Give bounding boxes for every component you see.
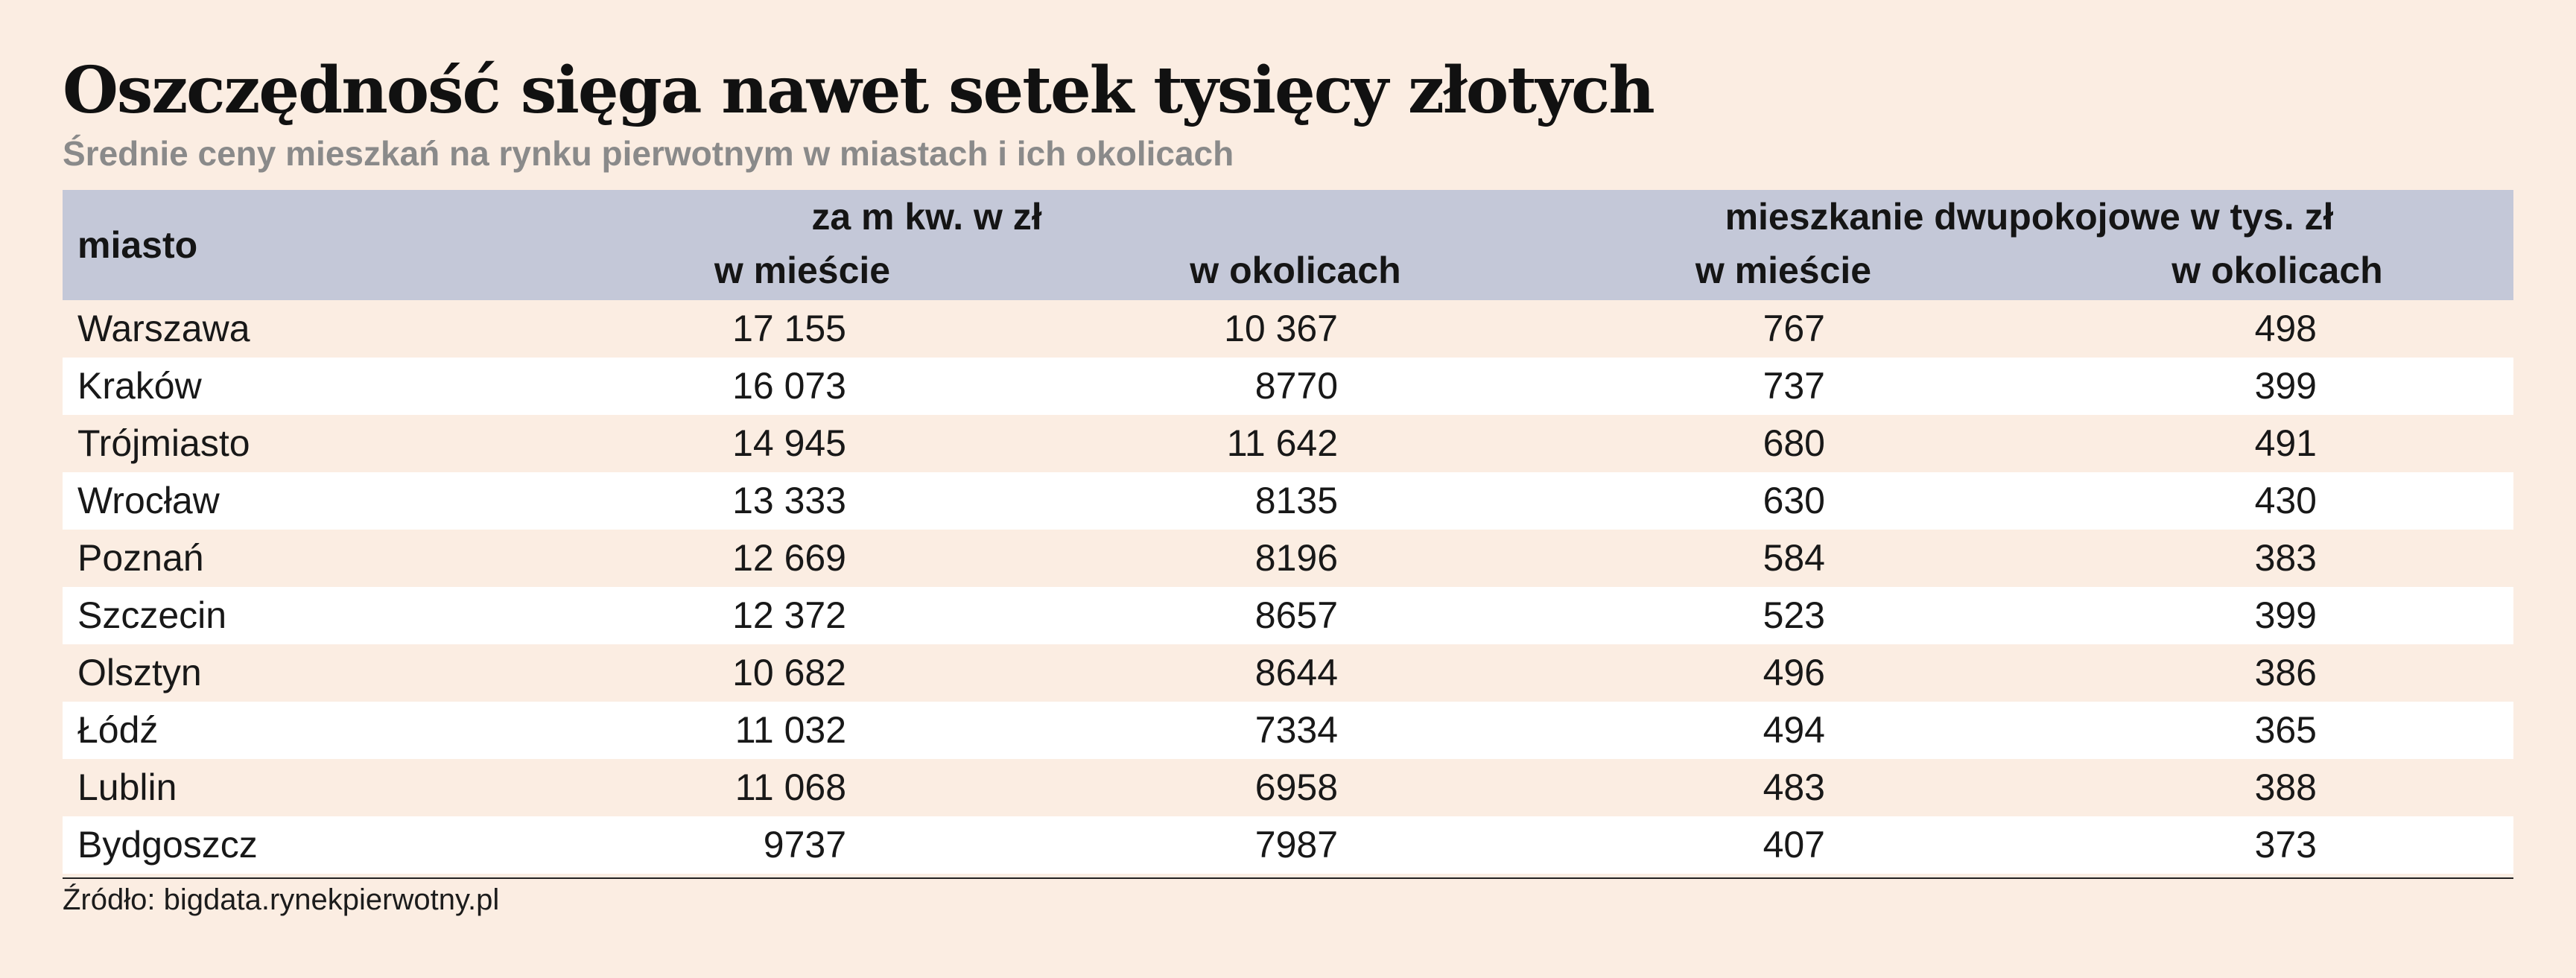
table-cell-suburbs-flat-price: 383 <box>2254 537 2317 579</box>
table-cell-suburbs-flat-price: 365 <box>2254 709 2317 751</box>
chart-subtitle: Średnie ceny mieszkań na rynku pierwotny… <box>63 134 1234 173</box>
table-cell-city: Szczecin <box>77 594 227 636</box>
table-cell-city-price-m2: 14 945 <box>732 422 846 464</box>
table-cell-suburbs-flat-price: 491 <box>2254 422 2317 464</box>
header-sub-city-m2: w mieście <box>714 250 891 291</box>
table-header: miasto za m kw. w zł mieszkanie dwupokoj… <box>63 190 2513 300</box>
table-cell-suburbs-price-m2: 10 367 <box>1224 308 1338 349</box>
table-cell-city: Olsztyn <box>77 652 202 693</box>
table-row: Warszawa 17 155 10 367 767 498 <box>63 300 2513 358</box>
table-cell-city-price-m2: 11 068 <box>735 766 846 808</box>
table-body: Warszawa 17 155 10 367 767 498 Kraków 16 073 87… <box>63 300 2513 874</box>
header-city: miasto <box>77 224 198 266</box>
table-row: Poznań 12 669 8196 584 383 <box>63 530 2513 587</box>
table-row: Szczecin 12 372 8657 523 399 <box>63 587 2513 644</box>
chart-title: Oszczędność sięga nawet setek tysięcy zł… <box>63 53 1655 128</box>
table-cell-city-flat-price: 496 <box>1763 652 1825 693</box>
table-cell-city: Poznań <box>77 537 204 579</box>
table-cell-city-flat-price: 767 <box>1763 308 1825 349</box>
table-cell-city-flat-price: 737 <box>1763 365 1825 407</box>
table-cell-city-flat-price: 494 <box>1763 709 1825 751</box>
table-cell-city-flat-price: 584 <box>1763 537 1825 579</box>
table-cell-city-price-m2: 11 032 <box>735 709 846 751</box>
table-row: Bydgoszcz 9737 7987 407 373 <box>63 816 2513 874</box>
table-cell-city-price-m2: 9737 <box>763 824 846 866</box>
table-cell-suburbs-flat-price: 386 <box>2254 652 2317 693</box>
source-note: Źródło: bigdata.rynekpierwotny.pl <box>63 883 500 916</box>
table-cell-suburbs-price-m2: 7987 <box>1254 824 1338 866</box>
table-cell-city-price-m2: 12 669 <box>732 537 846 579</box>
header-sub-suburbs-m2: w okolicach <box>1190 250 1401 291</box>
table-cell-city-flat-price: 630 <box>1763 480 1825 521</box>
table-row: Trójmiasto 14 945 11 642 680 491 <box>63 415 2513 472</box>
table-cell-suburbs-price-m2: 8644 <box>1254 652 1338 693</box>
table-cell-city: Lublin <box>77 766 177 808</box>
header-sub-city-flat: w mieście <box>1695 250 1872 291</box>
table-row: Olsztyn 10 682 8644 496 386 <box>63 644 2513 702</box>
header-group-price-per-m2: za m kw. w zł <box>811 196 1042 238</box>
table-row: Wrocław 13 333 8135 630 430 <box>63 472 2513 530</box>
table-cell-suburbs-flat-price: 373 <box>2254 824 2317 866</box>
table-cell-city-price-m2: 16 073 <box>732 365 846 407</box>
table-cell-suburbs-flat-price: 498 <box>2254 308 2317 349</box>
table-row: Lublin 11 068 6958 483 388 <box>63 759 2513 816</box>
bottom-rule <box>63 877 2513 879</box>
table-cell-suburbs-price-m2: 6958 <box>1254 766 1338 808</box>
table-cell-city-price-m2: 13 333 <box>732 480 846 521</box>
table-cell-city: Wrocław <box>77 480 220 521</box>
table-cell-suburbs-flat-price: 430 <box>2254 480 2317 521</box>
table-cell-suburbs-price-m2: 8135 <box>1254 480 1338 521</box>
table-cell-suburbs-flat-price: 399 <box>2254 365 2317 407</box>
table-cell-city-price-m2: 12 372 <box>732 594 846 636</box>
table-cell-suburbs-price-m2: 11 642 <box>1226 422 1338 464</box>
table-cell-city-price-m2: 10 682 <box>732 652 846 693</box>
table-cell-city: Bydgoszcz <box>77 824 258 866</box>
table-cell-city: Kraków <box>77 365 202 407</box>
table-cell-city: Trójmiasto <box>77 422 250 464</box>
table-cell-suburbs-flat-price: 388 <box>2254 766 2317 808</box>
header-sub-suburbs-flat: w okolicach <box>2171 250 2383 291</box>
table-cell-suburbs-price-m2: 8196 <box>1254 537 1338 579</box>
header-group-two-room-flat: mieszkanie dwupokojowe w tys. zł <box>1725 196 2334 238</box>
data-table: miasto za m kw. w zł mieszkanie dwupokoj… <box>63 190 2513 874</box>
table-cell-city-flat-price: 680 <box>1763 422 1825 464</box>
table-cell-city-flat-price: 483 <box>1763 766 1825 808</box>
table-cell-city-flat-price: 407 <box>1763 824 1825 866</box>
table-cell-suburbs-flat-price: 399 <box>2254 594 2317 636</box>
table-cell-city: Łódź <box>77 709 159 751</box>
table-cell-suburbs-price-m2: 8770 <box>1254 365 1338 407</box>
table-cell-city-price-m2: 17 155 <box>732 308 846 349</box>
table-cell-city-flat-price: 523 <box>1763 594 1825 636</box>
table-cell-suburbs-price-m2: 7334 <box>1254 709 1338 751</box>
table-row: Łódź 11 032 7334 494 365 <box>63 702 2513 759</box>
table-row: Kraków 16 073 8770 737 399 <box>63 358 2513 415</box>
table-cell-suburbs-price-m2: 8657 <box>1254 594 1338 636</box>
table-cell-city: Warszawa <box>77 308 250 349</box>
